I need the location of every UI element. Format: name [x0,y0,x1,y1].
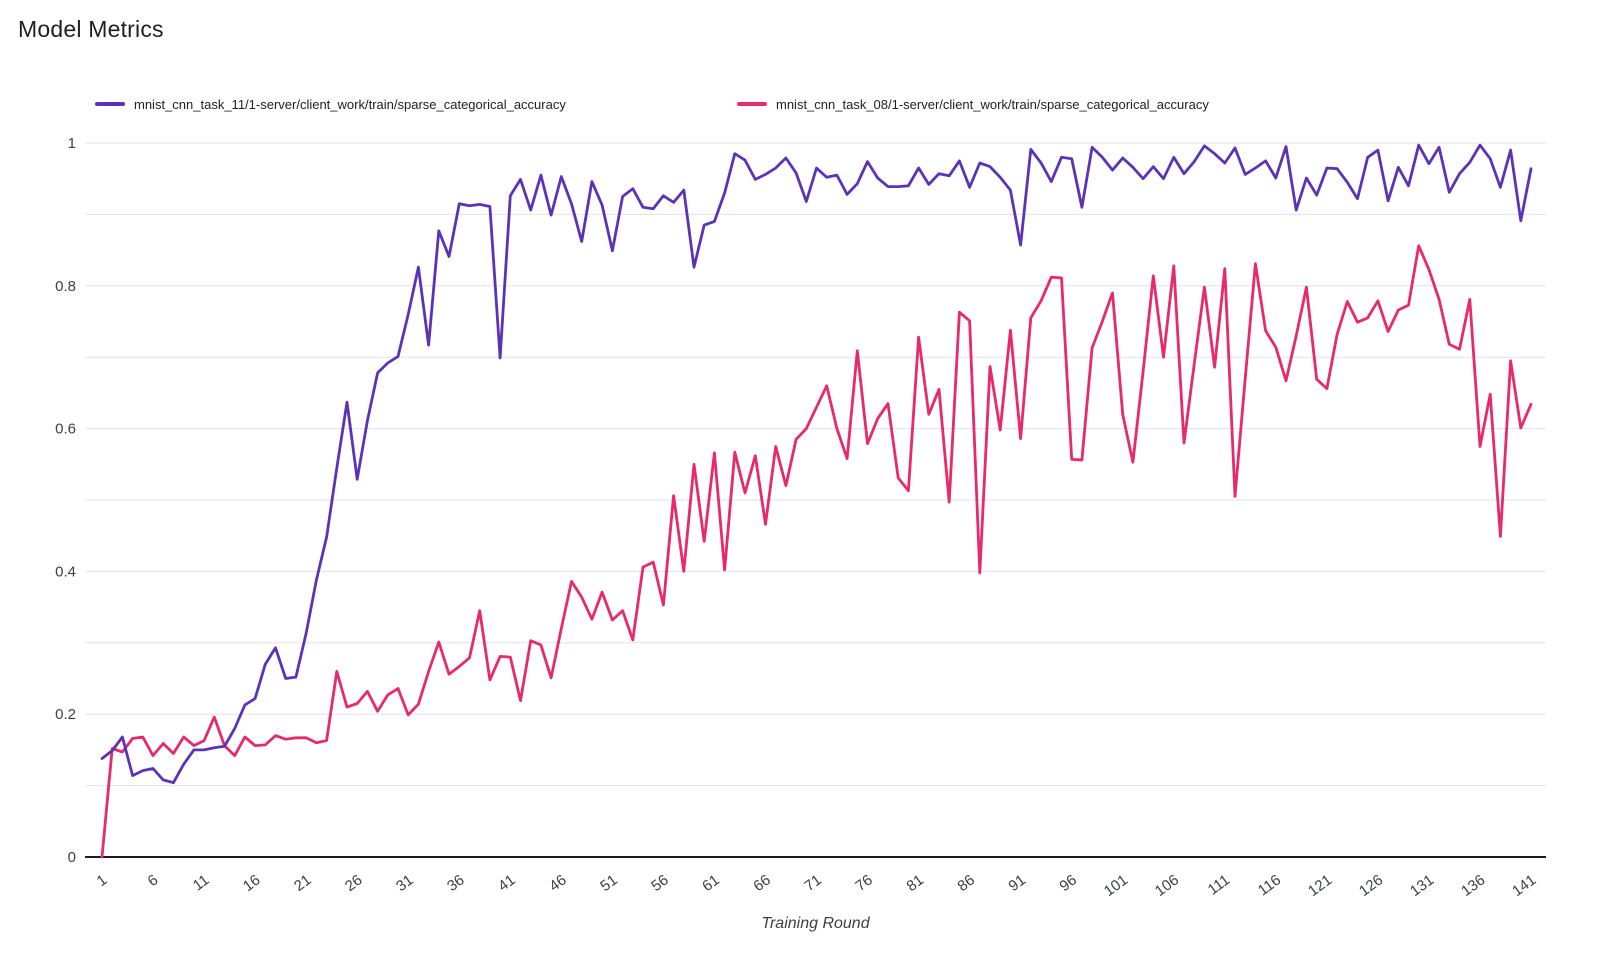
x-tick-label: 1 [94,871,111,890]
x-tick-label: 56 [648,871,671,895]
x-tick-label: 116 [1255,871,1284,899]
x-tick-label: 51 [597,871,620,895]
x-tick-label: 141 [1509,871,1539,899]
x-tick-label: 96 [1057,871,1080,895]
series-line-task08[interactable] [100,244,1533,859]
x-tick-label: 11 [190,871,213,894]
x-tick-label: 111 [1205,871,1233,898]
x-tick-label: 26 [342,871,365,895]
y-tick-label: 0.6 [55,421,76,438]
x-tick-label: 46 [546,871,569,895]
x-tick-label: 131 [1407,871,1437,899]
legend-swatch-task11-icon [95,102,125,106]
x-tick-label: 66 [750,871,773,895]
x-tick-label: 86 [954,871,977,895]
x-tick-label: 16 [240,871,263,895]
x-tick-label: 71 [801,871,824,895]
x-axis-title: Training Round [761,915,870,932]
x-tick-label: 31 [393,871,416,895]
x-tick-label: 121 [1305,871,1335,899]
x-tick-label: 6 [145,871,162,890]
x-tick-label: 136 [1458,871,1488,899]
x-tick-label: 36 [444,871,467,895]
x-tick-label: 76 [852,871,875,895]
y-tick-label: 0.2 [55,706,76,723]
legend-label-task11: mnist_cnn_task_11/1-server/client_work/t… [134,96,566,112]
y-tick-label: 0 [68,849,76,866]
legend-label-task08: mnist_cnn_task_08/1-server/client_work/t… [776,96,1209,112]
x-tick-label: 126 [1356,871,1386,899]
legend-item-task11[interactable]: mnist_cnn_task_11/1-server/client_work/t… [95,96,566,112]
x-tick-label: 106 [1152,871,1182,899]
x-tick-label: 81 [903,871,926,895]
legend-item-task08[interactable]: mnist_cnn_task_08/1-server/client_work/t… [737,96,1209,112]
y-tick-label: 0.4 [55,563,76,580]
series-line-task11[interactable] [100,143,1533,785]
x-tick-label: 101 [1101,871,1131,899]
y-tick-label: 1 [68,135,76,152]
legend: mnist_cnn_task_11/1-server/client_work/t… [0,96,1600,116]
y-tick-label: 0.8 [55,278,76,295]
x-tick-label: 41 [495,871,518,895]
x-tick-label: 61 [699,871,722,895]
x-tick-label: 21 [291,871,314,895]
x-tick-label: 91 [1006,871,1029,895]
page-title: Model Metrics [18,16,164,42]
legend-swatch-task08-icon [737,102,767,106]
